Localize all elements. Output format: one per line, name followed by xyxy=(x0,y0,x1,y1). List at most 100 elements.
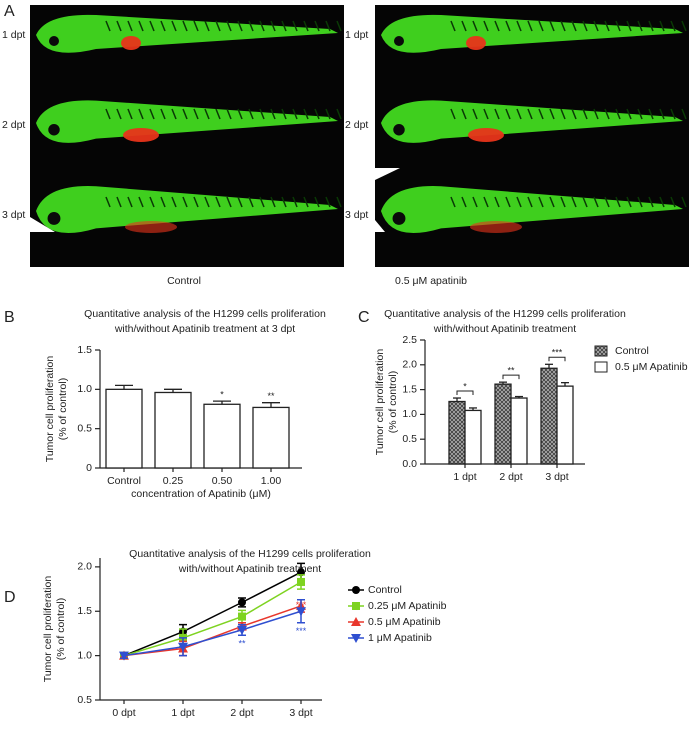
row-label: 3 dpt xyxy=(345,209,368,221)
fish-body xyxy=(36,185,338,234)
bar xyxy=(105,388,143,469)
bar xyxy=(252,406,290,469)
panel-a-images xyxy=(30,5,689,267)
y-tick-label: 0.0 xyxy=(402,458,417,470)
image-caption: Control xyxy=(167,275,201,287)
fish-body xyxy=(381,185,683,234)
fish-eye xyxy=(390,210,408,227)
fish-vessels xyxy=(105,196,342,208)
chart-title: with/without Apatinib treatment at 3 dpt xyxy=(114,323,295,335)
panel-label: D xyxy=(4,589,16,606)
significance: ** xyxy=(238,639,246,649)
panel-label: B xyxy=(4,309,15,326)
fish-body xyxy=(381,100,683,143)
bar xyxy=(154,391,192,469)
legend-label: 0.5 μM Apatinib xyxy=(615,361,688,373)
row-label: 2 dpt xyxy=(2,119,25,131)
row-label: 1 dpt xyxy=(345,29,368,41)
y-tick-label: 1.0 xyxy=(402,408,417,420)
point xyxy=(352,602,360,610)
point xyxy=(237,625,247,635)
tumor xyxy=(123,128,159,142)
y-tick-label: 1.5 xyxy=(77,344,92,356)
legend-label: Control xyxy=(368,584,402,596)
y-tick-label: 0.5 xyxy=(77,694,92,706)
fish-eye xyxy=(47,34,61,48)
x-tick-label: 2 dpt xyxy=(499,471,522,483)
tumor xyxy=(468,128,504,142)
significance-bracket xyxy=(456,390,474,396)
y-axis-label: (% of control) xyxy=(57,378,69,440)
legend-swatch xyxy=(594,345,608,357)
point xyxy=(351,617,361,626)
fish-eye xyxy=(391,122,407,138)
bar xyxy=(540,367,558,465)
image-caption: 0.5 μM apatinib xyxy=(395,275,467,287)
fish-vessels xyxy=(105,108,342,120)
tumor xyxy=(470,221,522,233)
y-tick-label: 2.0 xyxy=(77,561,92,573)
legend-label: Control xyxy=(615,345,649,357)
y-tick-label: 1.5 xyxy=(402,383,417,395)
chart-title: with/without Apatinib treatment xyxy=(433,323,576,335)
line xyxy=(123,581,302,657)
x-tick-label: 1 dpt xyxy=(453,471,476,483)
significance-bracket xyxy=(548,356,566,362)
bar xyxy=(464,409,482,465)
panel-label: C xyxy=(358,309,370,326)
point xyxy=(351,634,361,643)
significance: *** xyxy=(296,626,307,636)
bar xyxy=(510,397,528,465)
marker-triangle xyxy=(375,168,400,180)
point xyxy=(238,598,246,607)
point xyxy=(178,642,188,652)
y-tick-label: 0 xyxy=(86,462,92,474)
x-tick-label: 0.50 xyxy=(212,475,233,487)
x-tick-label: 3 dpt xyxy=(545,471,568,483)
fish-body xyxy=(36,14,338,53)
chart-title: Quantitative analysis of the H1299 cells… xyxy=(384,308,626,320)
y-tick-label: 1.0 xyxy=(77,649,92,661)
x-tick-label: Control xyxy=(107,475,141,487)
row-label: 3 dpt xyxy=(2,209,25,221)
chart-title: Quantitative analysis of the H1299 cells… xyxy=(84,308,326,320)
fish-vessels xyxy=(450,196,687,208)
chart-title: with/without Apatinib treatment xyxy=(178,563,321,575)
point xyxy=(296,607,306,617)
y-axis-label: Tumor cell proliferation xyxy=(42,576,54,683)
fish-vessels xyxy=(450,20,687,32)
legend-label: 0.25 μM Apatinib xyxy=(368,600,447,612)
y-tick-label: 2.0 xyxy=(402,359,417,371)
significance: *** xyxy=(552,348,563,358)
marker-triangle xyxy=(30,217,55,232)
fish-eye xyxy=(46,122,62,138)
legend-swatch xyxy=(594,361,608,373)
x-axis-label: concentration of Apatinib (μM) xyxy=(131,488,271,500)
legend-label: 1 μM Apatinib xyxy=(368,632,432,644)
fish-eye xyxy=(392,34,406,48)
x-tick-label: 1.00 xyxy=(261,475,282,487)
significance: ** xyxy=(507,366,515,376)
x-tick-label: 2 dpt xyxy=(230,707,253,719)
x-tick-label: 3 dpt xyxy=(289,707,312,719)
fish-body xyxy=(36,100,338,143)
bar xyxy=(203,403,241,469)
row-label: 1 dpt xyxy=(2,29,25,41)
significance: ** xyxy=(267,391,275,401)
y-tick-label: 0.5 xyxy=(77,422,92,434)
tumor xyxy=(125,221,177,233)
significance: * xyxy=(463,381,467,391)
y-tick-label: 1.5 xyxy=(77,605,92,617)
line xyxy=(123,610,302,657)
point xyxy=(238,612,246,621)
fish-vessels xyxy=(450,108,687,120)
y-axis-label: Tumor cell proliferation xyxy=(44,356,56,463)
y-tick-label: 1.0 xyxy=(77,383,92,395)
fish-eye xyxy=(45,210,63,227)
fish-body xyxy=(381,14,683,53)
panel-label: A xyxy=(4,3,15,20)
point xyxy=(352,586,360,594)
point xyxy=(297,577,305,586)
y-tick-label: 0.5 xyxy=(402,433,417,445)
